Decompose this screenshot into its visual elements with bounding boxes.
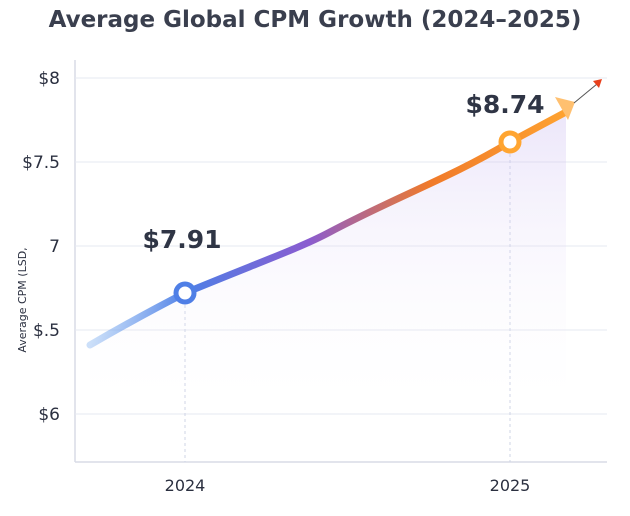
x-axis-ticks: 2024 2025	[165, 476, 531, 495]
area-fill	[90, 112, 566, 420]
y-tick-label: 7	[49, 237, 60, 257]
data-point	[498, 130, 522, 154]
data-point	[173, 281, 197, 305]
y-axis-ticks: $8 $7.5 7 $.5 $6	[22, 69, 60, 425]
y-tick-label: $7.5	[22, 153, 60, 173]
data-label: $8.74	[465, 90, 544, 119]
data-label: $7.91	[142, 225, 221, 254]
series-line	[86, 108, 570, 349]
y-tick-label: $6	[38, 405, 60, 425]
x-tick-label: 2024	[165, 476, 206, 495]
x-tick-label: 2025	[490, 476, 531, 495]
trend-arrow-line	[573, 83, 598, 104]
data-points: $7.91 $8.74	[142, 90, 545, 305]
y-axis-label: Average CPM (LSD,	[16, 247, 29, 352]
y-tick-label: $8	[38, 69, 60, 89]
trend-arrow-tip	[593, 79, 602, 88]
y-tick-label: $.5	[33, 321, 60, 341]
trend-arrowhead	[555, 97, 575, 120]
chart-title: Average Global CPM Growth (2024–2025)	[49, 7, 582, 33]
